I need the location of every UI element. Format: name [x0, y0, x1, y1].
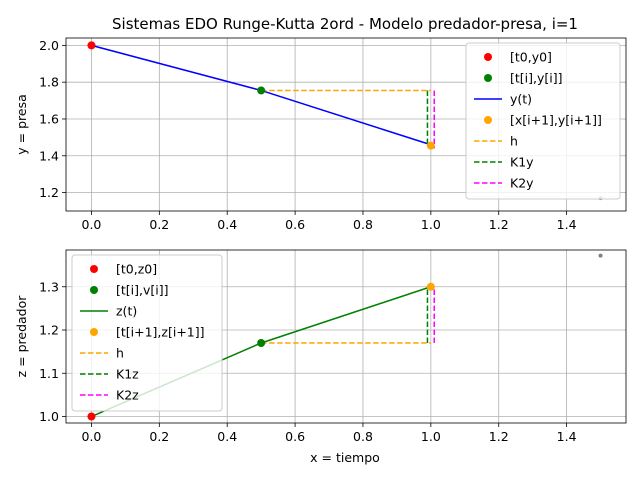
x-tick-label: 0.8: [353, 429, 373, 444]
y-tick-label: 2.0: [39, 38, 59, 53]
y-tick-label: 1.0: [39, 409, 59, 424]
x-tick-label: 1.2: [489, 429, 509, 444]
x-tick-label: 0.6: [285, 429, 305, 444]
legend-label: K2z: [116, 388, 139, 403]
legend-label: [t0,z0]: [116, 262, 157, 277]
y-tick-label: 1.1: [39, 366, 59, 381]
y-axis-label: z = predador: [14, 295, 29, 378]
y-tick-label: 1.2: [39, 323, 59, 338]
y-tick-label: 1.8: [39, 75, 59, 90]
x-axis-label: x = tiempo: [310, 450, 380, 465]
x-tick-label: 0.6: [285, 217, 305, 232]
legend-marker: [90, 286, 98, 294]
legend-box: [71, 254, 223, 412]
x-tick-label: 0.2: [149, 429, 169, 444]
x-tick-label: 0.4: [217, 217, 237, 232]
legend-marker: [484, 53, 492, 61]
current-point: [257, 86, 266, 95]
legend-label: K1z: [116, 367, 139, 382]
axes-frame: [65, 37, 627, 212]
legend: [t0,z0] [t[i],v[i]] z(t) [t[i+1],z[i+1]] h K1…: [71, 254, 223, 412]
legend-box: [465, 42, 621, 200]
legend-label: [t[i],y[i]]: [510, 71, 562, 86]
initial-point: [87, 41, 96, 50]
x-tick-label: 1.4: [557, 217, 577, 232]
y-tick-label: 1.4: [39, 148, 59, 163]
x-tick-label: 0.0: [82, 217, 102, 232]
legend-label: [t0,y0]: [510, 50, 552, 65]
x-tick-label: 0.2: [149, 217, 169, 232]
legend-label: h: [510, 134, 518, 149]
legend-marker: [484, 74, 492, 82]
x-tick-label: 0.0: [82, 429, 102, 444]
axes-frame: [65, 249, 627, 424]
legend-marker: [484, 116, 492, 124]
legend-label: [t[i],v[i]]: [116, 283, 168, 298]
extra-point: [598, 253, 603, 258]
y-axis-label: y = presa: [14, 94, 29, 154]
subplot-top: 0.0 0.2 0.4 0.6 0.8 1.0 1.2 1.4 1.2 1.4 1.6 1.8 2.0 y…: [14, 37, 627, 232]
y-tick-label: 1.2: [39, 185, 59, 200]
chart-title: Sistemas EDO Runge-Kutta 2ord - Modelo p…: [112, 15, 578, 33]
next-point: [426, 282, 435, 291]
x-tick-label: 1.0: [421, 217, 441, 232]
x-tick-label: 1.4: [557, 429, 577, 444]
next-point: [426, 141, 435, 150]
y-tick-label: 1.6: [39, 111, 59, 126]
initial-point: [87, 412, 96, 421]
subplots: 0.0 0.2 0.4 0.6 0.8 1.0 1.2 1.4 1.2 1.4 1.6 1.8 2.0 y…: [14, 37, 627, 444]
x-tick-label: 1.2: [489, 217, 509, 232]
legend-marker: [90, 265, 98, 273]
x-tick-label: 0.8: [353, 217, 373, 232]
x-tick-label: 0.4: [217, 429, 237, 444]
x-tick-label: 1.0: [421, 429, 441, 444]
legend: [t0,y0] [t[i],y[i]] y(t) [x[i+1],y[i+1]] h K1…: [465, 42, 621, 200]
subplot-bottom: 0.0 0.2 0.4 0.6 0.8 1.0 1.2 1.4 1.0 1.1 1.2 1.3 z = …: [14, 249, 627, 444]
current-point: [257, 338, 266, 347]
y-tick-label: 1.3: [39, 279, 59, 294]
legend-label: h: [116, 346, 124, 361]
legend-label: [x[i+1],y[i+1]]: [510, 113, 602, 128]
legend-label: K2y: [510, 176, 534, 191]
legend-label: y(t): [510, 92, 532, 107]
legend-marker: [90, 328, 98, 336]
legend-label: z(t): [116, 304, 137, 319]
legend-label: [t[i+1],z[i+1]]: [116, 325, 205, 340]
legend-label: K1y: [510, 155, 534, 170]
